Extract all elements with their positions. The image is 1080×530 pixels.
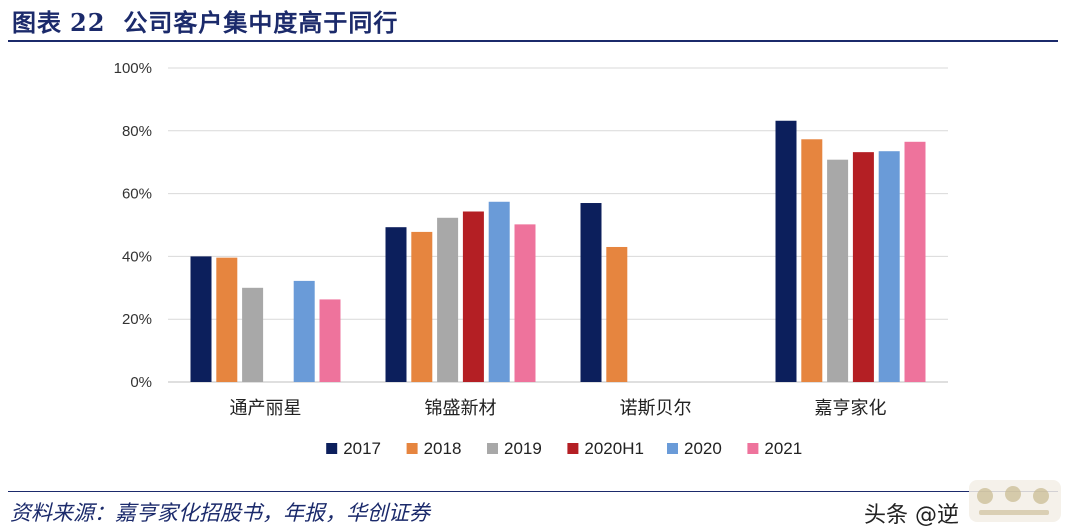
x-category-label: 通产丽星 (230, 398, 302, 419)
bar-2019 (827, 159, 849, 382)
legend-label: 2019 (504, 439, 542, 458)
bar-2018 (216, 257, 238, 382)
x-category-label: 嘉亨家化 (815, 398, 887, 419)
legend-swatch-2017 (326, 443, 338, 454)
title-rule (8, 40, 1058, 42)
bar-2018 (801, 139, 823, 382)
bar-2020 (878, 151, 900, 382)
chart-title: 图表 22 公司客户集中度高于同行 (12, 3, 398, 38)
title-text: 公司客户集中度高于同行 (123, 8, 399, 37)
bar-2020H1 (852, 152, 874, 382)
bar-2020H1 (462, 211, 484, 382)
y-tick-label: 100% (114, 60, 152, 77)
bar-2020 (488, 201, 510, 382)
bar-2017 (580, 203, 602, 382)
legend-label: 2018 (424, 439, 462, 458)
bar-2019 (437, 217, 459, 382)
legend-swatch-2021 (747, 443, 759, 454)
y-tick-label: 40% (122, 248, 152, 265)
y-tick-label: 80% (122, 123, 152, 140)
bar-2017 (385, 227, 407, 382)
source-note: 资料来源：嘉亨家化招股书，年报，华创证券 (10, 501, 430, 525)
legend-label: 2021 (764, 439, 802, 458)
y-tick-label: 0% (130, 374, 152, 391)
source-rule (8, 491, 1058, 492)
watermark: 头条 @逆 (864, 503, 959, 528)
figure-number: 22 (70, 8, 106, 37)
y-tick-label: 20% (122, 311, 152, 328)
legend-swatch-2020H1 (567, 443, 579, 454)
bar-2017 (190, 256, 212, 382)
legend-label: 2020 (684, 439, 722, 458)
bar-chart: 0% 20% 40% 60% 80% 100% 通产丽星 锦盛新材 诺斯贝尔 嘉亨家化 2017 20… (114, 60, 948, 458)
bar-2018 (411, 231, 433, 382)
bar-2017 (775, 120, 797, 382)
legend-label: 2020H1 (584, 439, 644, 458)
figure-label: 图表 (12, 8, 62, 37)
y-tick-label: 60% (122, 186, 152, 203)
watermark-badge-icon (969, 480, 1061, 522)
bar-2021 (319, 299, 341, 382)
bar-2021 (514, 224, 536, 382)
legend-swatch-2019 (487, 443, 498, 454)
x-category-label: 锦盛新材 (425, 398, 497, 419)
x-category-label: 诺斯贝尔 (620, 398, 692, 419)
bar-2018 (606, 246, 628, 382)
legend-swatch-2020 (667, 443, 678, 454)
bar-2021 (904, 141, 926, 382)
legend-swatch-2018 (406, 443, 418, 454)
bar-2019 (242, 287, 264, 382)
bar-2020 (293, 280, 315, 382)
legend-label: 2017 (343, 439, 381, 458)
